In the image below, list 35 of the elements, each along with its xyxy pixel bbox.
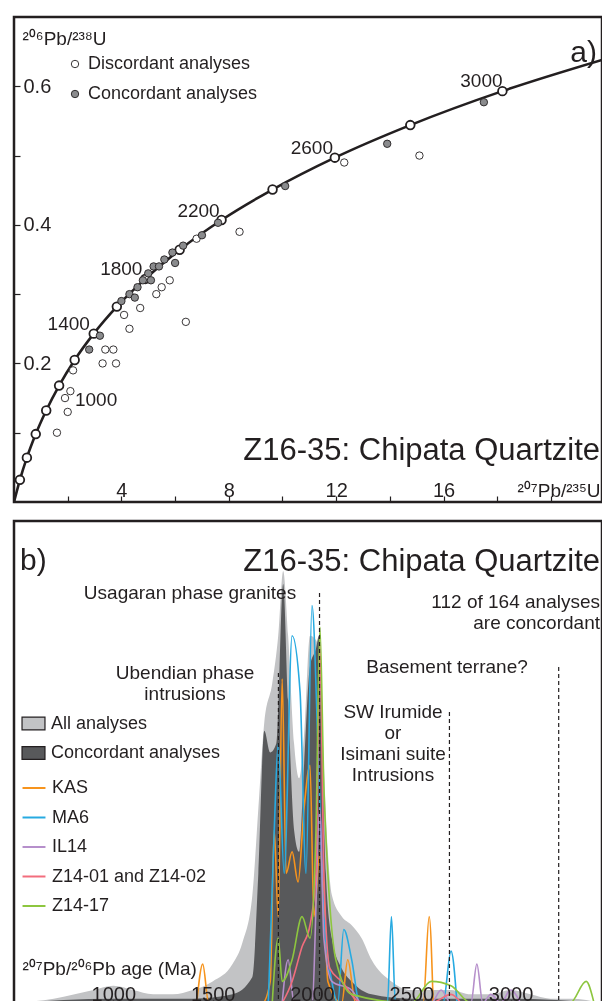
y-tick-label: 0.2 xyxy=(23,351,52,374)
chart-title: Z16-35: Chipata Quartzite xyxy=(243,543,600,578)
legend-label: MA6 xyxy=(52,806,90,827)
legend-label: All analyses xyxy=(51,712,148,733)
x-axis-title: ²⁰⁷Pb/²³⁵U xyxy=(517,479,601,501)
legend-label: IL14 xyxy=(52,836,88,856)
y-tick-label: 0.4 xyxy=(23,213,52,236)
x-tick-label: 3000 xyxy=(488,982,534,1001)
ref-line-label: Basement terrane? xyxy=(366,656,528,677)
x-tick-label: 16 xyxy=(432,478,456,501)
x-tick-label: 12 xyxy=(325,478,348,501)
annotation: 1400 xyxy=(47,312,90,334)
annotation: 2200 xyxy=(177,200,220,222)
annotation: 1000 xyxy=(74,388,118,410)
x-axis-title: ²⁰⁷Pb/²⁰⁶Pb age (Ma) xyxy=(22,957,197,979)
legend-label: KAS xyxy=(52,777,89,797)
legend-label: Concordant analyses xyxy=(88,83,258,103)
annotation: b) xyxy=(20,543,47,576)
text: 112 of 164 analyses are concordant xyxy=(431,591,601,633)
x-tick-label: 8 xyxy=(223,478,235,501)
annotation: 1800 xyxy=(100,257,143,279)
ref-line-label: Ubendian phase intrusions xyxy=(115,662,255,704)
text: Z16-35: Chipata Quartzite xyxy=(243,432,600,467)
x-tick-label: 1000 xyxy=(91,982,137,1001)
y-tick-label: 0.6 xyxy=(23,74,52,97)
x-tick-label: 4 xyxy=(116,478,128,501)
annotation: 2600 xyxy=(290,136,333,158)
legend-label: Z14-17 xyxy=(52,895,110,915)
annotation: 3000 xyxy=(460,70,503,92)
y-axis-title: ²⁰⁶Pb/²³⁸U xyxy=(22,27,107,49)
legend-label: Discordant analyses xyxy=(88,53,251,73)
legend-label: Z14-01 and Z14-02 xyxy=(52,865,207,886)
legend-label: Concordant analyses xyxy=(51,742,221,762)
annotation: a) xyxy=(570,35,597,68)
ref-line-label: SW Irumide or Isimani suite Intrusions xyxy=(340,701,446,785)
